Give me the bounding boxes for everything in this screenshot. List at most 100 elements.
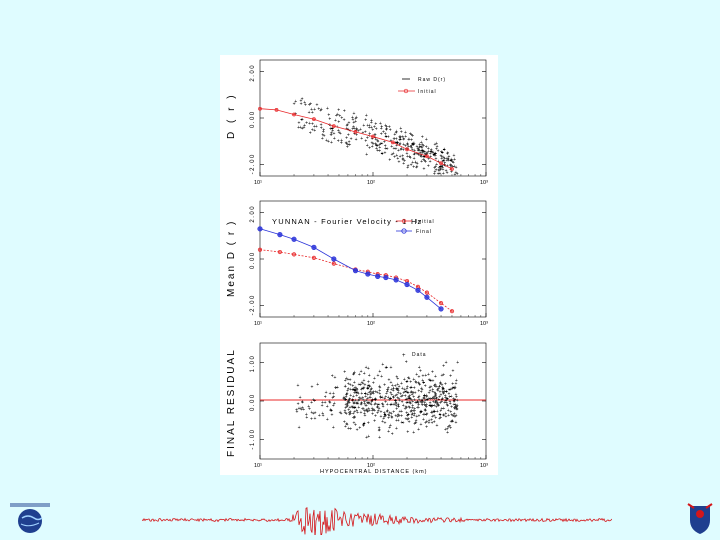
residual-point: + xyxy=(389,396,392,402)
residual-point: + xyxy=(386,408,389,414)
residual-point: + xyxy=(437,403,440,409)
raw-point: + xyxy=(434,142,437,148)
raw-point: + xyxy=(384,123,387,129)
residual-point: + xyxy=(433,384,436,390)
raw-point: + xyxy=(383,140,386,146)
residual-point: + xyxy=(397,418,400,424)
residual-point: + xyxy=(345,392,348,398)
residual-point: + xyxy=(414,390,417,396)
raw-point: + xyxy=(441,150,444,156)
residual-point: + xyxy=(454,402,457,408)
raw-point: + xyxy=(435,167,438,173)
residual-point: + xyxy=(420,422,423,428)
raw-point: + xyxy=(368,125,371,131)
raw-point: + xyxy=(431,150,434,156)
raw-point: + xyxy=(320,125,323,131)
residual-point: + xyxy=(355,401,358,407)
raw-point: + xyxy=(396,140,399,146)
residual-point: + xyxy=(346,404,349,410)
raw-point: + xyxy=(361,130,364,136)
residual-point: + xyxy=(331,396,334,402)
raw-point: + xyxy=(430,150,433,156)
raw-point: + xyxy=(331,126,334,132)
residual-point: + xyxy=(447,413,450,419)
residual-point: + xyxy=(368,384,371,390)
residual-point: + xyxy=(357,382,360,388)
raw-point: + xyxy=(449,163,452,169)
residual-point: + xyxy=(367,380,370,386)
residual-point: + xyxy=(387,416,390,422)
residual-point: + xyxy=(372,381,375,387)
residual-point: + xyxy=(422,417,425,423)
raw-point: + xyxy=(427,163,430,169)
residual-point: + xyxy=(384,414,387,420)
residual-point: + xyxy=(398,409,401,415)
raw-point: + xyxy=(375,127,378,133)
residual-point: + xyxy=(354,387,357,393)
residual-point: + xyxy=(434,400,437,406)
raw-point: + xyxy=(417,152,420,158)
residual-point: + xyxy=(442,412,445,418)
raw-point: + xyxy=(322,127,325,133)
raw-point: + xyxy=(415,152,418,158)
ytick-label: -2.00 xyxy=(250,294,256,315)
raw-point: + xyxy=(293,101,296,107)
raw-point: + xyxy=(313,107,316,113)
residual-point: + xyxy=(448,423,451,429)
residual-point: + xyxy=(447,424,450,430)
residual-point: + xyxy=(388,413,391,419)
raw-point: + xyxy=(294,99,297,105)
raw-point: + xyxy=(364,129,367,135)
residual-point: + xyxy=(435,404,438,410)
residual-point: + xyxy=(434,384,437,390)
series-point-initial xyxy=(353,130,358,134)
residual-point: + xyxy=(348,397,351,403)
raw-point: + xyxy=(449,163,452,169)
residual-point: + xyxy=(390,392,393,398)
residual-point: + xyxy=(397,388,400,394)
residual-point: + xyxy=(451,413,454,419)
residual-point: + xyxy=(410,385,413,391)
residual-point: + xyxy=(365,408,368,414)
residual-point: + xyxy=(408,400,411,406)
raw-point: + xyxy=(346,123,349,129)
raw-point: + xyxy=(331,128,334,134)
residual-point: + xyxy=(343,396,346,402)
residual-point: + xyxy=(372,391,375,397)
residual-point: + xyxy=(395,400,398,406)
raw-point: + xyxy=(319,108,322,114)
residual-point: + xyxy=(436,403,439,409)
residual-point: + xyxy=(387,413,390,419)
residual-point: + xyxy=(355,386,358,392)
raw-point: + xyxy=(353,126,356,132)
residual-point: + xyxy=(413,385,416,391)
raw-point: + xyxy=(382,129,385,135)
residual-point: + xyxy=(444,395,447,401)
residual-point: + xyxy=(397,412,400,418)
raw-point: + xyxy=(375,143,378,149)
raw-point: + xyxy=(378,145,381,151)
raw-point: + xyxy=(442,159,445,165)
residual-point: + xyxy=(368,373,371,379)
residual-point: + xyxy=(409,379,412,385)
top-ylabel: D ( r ) xyxy=(226,92,237,139)
residual-point: + xyxy=(367,401,370,407)
raw-point: + xyxy=(420,154,423,160)
raw-point: + xyxy=(340,116,343,122)
residual-point: + xyxy=(415,414,418,420)
residual-point: + xyxy=(362,423,365,429)
raw-point: + xyxy=(298,120,301,126)
residual-point: + xyxy=(349,393,352,399)
raw-point: + xyxy=(380,151,383,157)
residual-point: + xyxy=(402,403,405,409)
raw-point: + xyxy=(439,168,442,174)
residual-point: + xyxy=(413,413,416,419)
raw-point: + xyxy=(381,141,384,147)
residual-point: + xyxy=(369,392,372,398)
residual-point: + xyxy=(387,385,390,391)
raw-point: + xyxy=(301,96,304,102)
residual-point: + xyxy=(351,405,354,411)
series-point-initial xyxy=(371,134,375,139)
raw-point: + xyxy=(421,142,424,148)
residual-point: + xyxy=(353,414,356,420)
